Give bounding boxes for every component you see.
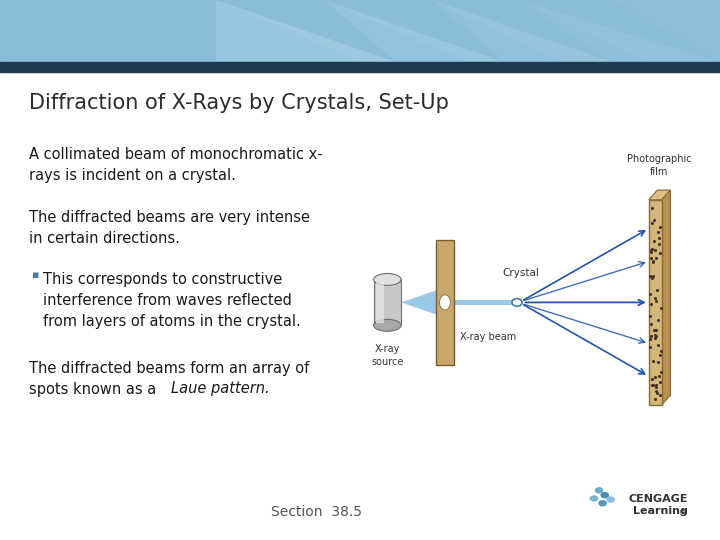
Text: CENGAGE
Learning: CENGAGE Learning bbox=[628, 494, 688, 516]
Point bbox=[648, 326, 660, 334]
Text: X-ray
source: X-ray source bbox=[372, 345, 403, 367]
Point bbox=[647, 356, 659, 365]
Polygon shape bbox=[454, 300, 513, 305]
Polygon shape bbox=[612, 0, 720, 62]
Ellipse shape bbox=[374, 273, 401, 285]
Text: Diffraction of X-Rays by Crystals, Set-Up: Diffraction of X-Rays by Crystals, Set-U… bbox=[29, 93, 449, 113]
Point bbox=[651, 387, 662, 395]
Polygon shape bbox=[324, 0, 504, 62]
Text: The diffracted beams are very intense
in certain directions.: The diffracted beams are very intense in… bbox=[29, 210, 310, 246]
Point bbox=[651, 254, 662, 262]
Text: Section  38.5: Section 38.5 bbox=[271, 505, 362, 519]
Polygon shape bbox=[401, 291, 436, 314]
Point bbox=[654, 351, 665, 360]
Point bbox=[655, 368, 667, 376]
Ellipse shape bbox=[374, 319, 401, 331]
Point bbox=[649, 394, 661, 403]
Point bbox=[651, 380, 662, 389]
Text: A collimated beam of monochromatic x-
rays is incident on a crystal.: A collimated beam of monochromatic x- ra… bbox=[29, 147, 323, 184]
Point bbox=[652, 286, 663, 295]
Point bbox=[647, 374, 658, 383]
Text: X-ray beam: X-ray beam bbox=[460, 332, 516, 342]
Point bbox=[654, 248, 666, 257]
Point bbox=[645, 332, 657, 341]
Point bbox=[644, 342, 656, 351]
Point bbox=[651, 326, 662, 335]
Polygon shape bbox=[649, 200, 662, 405]
Point bbox=[653, 227, 665, 236]
Point bbox=[652, 389, 663, 398]
Text: Crystal: Crystal bbox=[502, 268, 539, 278]
Point bbox=[644, 290, 655, 299]
Point bbox=[647, 258, 659, 267]
Point bbox=[654, 390, 666, 399]
Point bbox=[644, 335, 656, 343]
Point bbox=[654, 378, 666, 387]
Text: This corresponds to constructive
interference from waves reflected
from layers o: This corresponds to constructive interfe… bbox=[43, 272, 301, 329]
Point bbox=[647, 272, 659, 280]
Point bbox=[652, 315, 664, 324]
Circle shape bbox=[512, 299, 522, 306]
Point bbox=[646, 245, 657, 254]
Point bbox=[651, 332, 662, 341]
Polygon shape bbox=[216, 0, 396, 62]
FancyBboxPatch shape bbox=[376, 282, 384, 322]
Point bbox=[644, 271, 656, 280]
Circle shape bbox=[590, 495, 598, 502]
Circle shape bbox=[606, 496, 615, 503]
Point bbox=[652, 341, 663, 349]
Point bbox=[654, 223, 666, 232]
Polygon shape bbox=[657, 190, 670, 395]
Polygon shape bbox=[432, 0, 612, 62]
Circle shape bbox=[595, 487, 603, 494]
Point bbox=[645, 320, 657, 328]
Point bbox=[647, 381, 659, 389]
Polygon shape bbox=[518, 0, 720, 62]
Point bbox=[644, 312, 656, 321]
Point bbox=[646, 219, 657, 227]
Point bbox=[649, 373, 660, 381]
Point bbox=[650, 296, 662, 305]
Point bbox=[647, 256, 659, 265]
Point bbox=[646, 381, 657, 389]
Text: ®: ® bbox=[680, 509, 688, 518]
Point bbox=[652, 357, 664, 366]
Point bbox=[653, 239, 665, 248]
Point bbox=[649, 245, 660, 254]
Text: The diffracted beams form an array of
spots known as a: The diffracted beams form an array of sp… bbox=[29, 361, 309, 397]
Text: Laue pattern.: Laue pattern. bbox=[171, 381, 270, 396]
Point bbox=[646, 253, 657, 262]
Polygon shape bbox=[518, 0, 648, 62]
Point bbox=[645, 245, 657, 254]
Point bbox=[645, 247, 657, 256]
Bar bbox=[0, 0, 720, 62]
Circle shape bbox=[598, 500, 607, 507]
Polygon shape bbox=[324, 0, 468, 62]
Polygon shape bbox=[216, 0, 360, 62]
Ellipse shape bbox=[439, 295, 451, 310]
Point bbox=[655, 347, 667, 355]
Polygon shape bbox=[432, 0, 562, 62]
Point bbox=[654, 303, 666, 312]
Point bbox=[649, 237, 660, 245]
FancyBboxPatch shape bbox=[436, 240, 454, 364]
FancyBboxPatch shape bbox=[374, 280, 401, 325]
Circle shape bbox=[600, 492, 609, 498]
Point bbox=[649, 331, 661, 340]
Point bbox=[649, 294, 661, 302]
Bar bbox=[0, 62, 720, 72]
Point bbox=[653, 372, 665, 381]
Polygon shape bbox=[649, 190, 670, 200]
Point bbox=[646, 274, 657, 283]
Point bbox=[649, 334, 661, 343]
Point bbox=[646, 204, 657, 212]
Text: ▪: ▪ bbox=[32, 270, 40, 280]
Polygon shape bbox=[662, 190, 670, 405]
Text: Photographic
film: Photographic film bbox=[627, 154, 692, 177]
Point bbox=[645, 299, 657, 308]
Point bbox=[654, 234, 665, 243]
Point bbox=[650, 383, 662, 391]
Point bbox=[648, 216, 660, 225]
